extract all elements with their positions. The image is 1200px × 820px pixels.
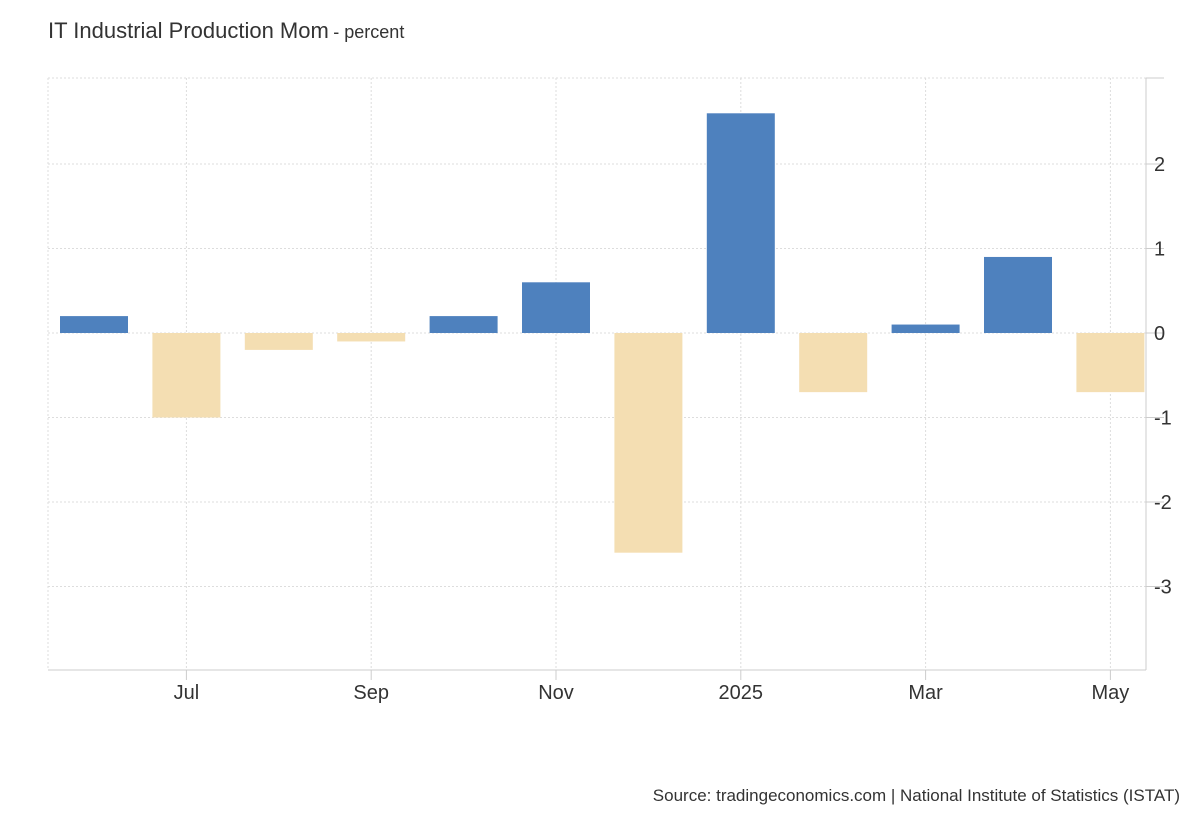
chart-subtitle: - percent xyxy=(333,22,405,42)
y-tick-label: 2 xyxy=(1154,154,1165,176)
x-tick-label: May xyxy=(1092,682,1130,704)
x-tick-label: Sep xyxy=(353,682,389,704)
bar-2025-05 xyxy=(1076,333,1145,393)
y-tick-label: -2 xyxy=(1154,492,1172,514)
bar-2025-04 xyxy=(984,256,1052,333)
y-tick-label: 1 xyxy=(1154,239,1165,261)
x-tick-label: Jul xyxy=(174,682,200,704)
x-tick-label: 2025 xyxy=(719,682,764,704)
chart-title: IT Industrial Production Mom xyxy=(48,18,329,43)
bar-2025-01 xyxy=(706,113,775,333)
bar-2024-06 xyxy=(60,316,128,333)
bar-2025-02 xyxy=(799,333,868,393)
title-row: IT Industrial Production Mom - percent xyxy=(48,18,404,44)
bar-2024-12 xyxy=(614,333,683,553)
y-tick-label: -1 xyxy=(1154,408,1172,430)
bar-2024-07 xyxy=(152,333,221,418)
y-tick-label: 0 xyxy=(1154,323,1165,345)
x-tick-label: Mar xyxy=(908,682,943,704)
bar-2024-09 xyxy=(337,333,406,342)
x-tick-label: Nov xyxy=(538,682,574,704)
source-note: Source: tradingeconomics.com | National … xyxy=(652,786,1180,805)
y-tick-label: -3 xyxy=(1154,577,1172,599)
bar-2024-11 xyxy=(522,282,590,333)
bar-2024-10 xyxy=(429,316,498,333)
bar-2024-08 xyxy=(244,333,313,350)
bar-2025-03 xyxy=(891,324,960,333)
